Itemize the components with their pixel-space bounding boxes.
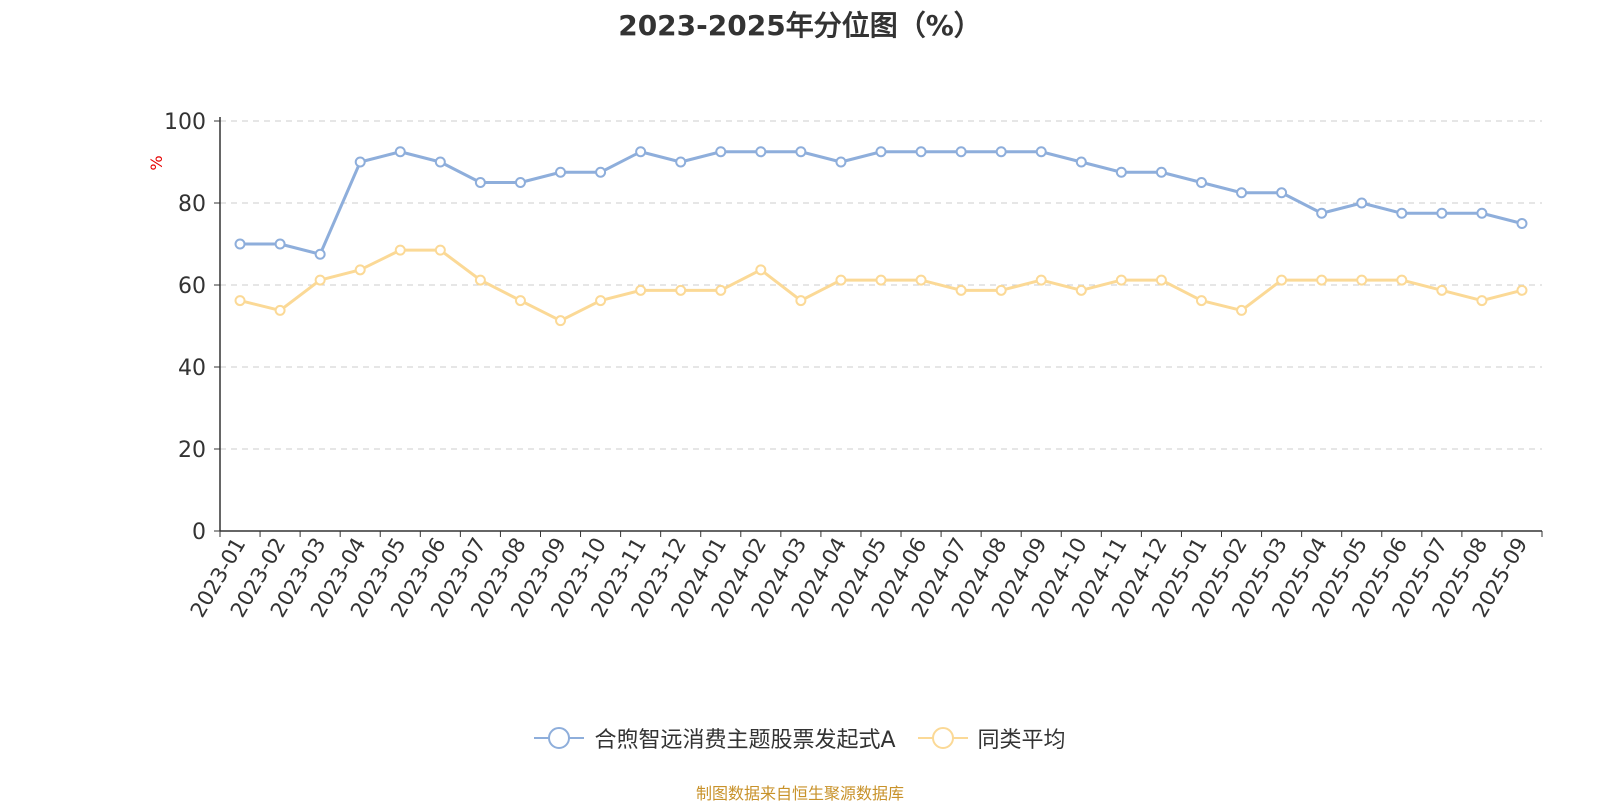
chart-title: 2023-2025年分位图（%） bbox=[618, 9, 982, 42]
data-point-series-1 bbox=[1236, 187, 1248, 199]
data-source-note: 制图数据来自恒生聚源数据库 bbox=[695, 784, 904, 803]
data-point-series-1 bbox=[835, 156, 847, 168]
data-point-series-2 bbox=[1276, 274, 1288, 286]
data-point-series-2 bbox=[474, 274, 486, 286]
data-point-series-2 bbox=[635, 284, 647, 296]
data-point-series-2 bbox=[274, 304, 286, 316]
y-tick-label: 80 bbox=[178, 192, 206, 217]
data-point-series-2 bbox=[1155, 274, 1167, 286]
data-point-series-1 bbox=[755, 146, 767, 158]
data-point-series-2 bbox=[514, 295, 526, 307]
data-point-series-1 bbox=[915, 146, 927, 158]
y-tick-label: 100 bbox=[164, 110, 206, 135]
data-point-series-1 bbox=[1476, 207, 1488, 219]
data-point-series-2 bbox=[1436, 284, 1448, 296]
data-point-series-2 bbox=[314, 274, 326, 286]
data-point-series-1 bbox=[1115, 166, 1127, 178]
percentile-line-chart: 020406080100%2023-012023-022023-032023-0… bbox=[147, 110, 1543, 621]
y-tick-label: 60 bbox=[178, 274, 206, 299]
legend-item-series-b[interactable]: 同类平均 bbox=[917, 722, 1066, 754]
data-point-series-1 bbox=[234, 238, 246, 250]
data-point-series-2 bbox=[1115, 274, 1127, 286]
data-point-series-1 bbox=[1316, 207, 1328, 219]
data-point-series-2 bbox=[1236, 304, 1248, 316]
data-point-series-1 bbox=[1516, 218, 1528, 229]
data-point-series-2 bbox=[434, 244, 446, 256]
data-point-series-2 bbox=[1195, 295, 1207, 307]
data-point-series-2 bbox=[1316, 274, 1328, 286]
data-point-series-1 bbox=[1396, 207, 1408, 219]
data-point-series-1 bbox=[314, 248, 326, 260]
data-point-series-1 bbox=[715, 146, 727, 158]
data-point-series-2 bbox=[1356, 274, 1368, 286]
data-point-series-2 bbox=[1035, 274, 1047, 286]
data-point-series-1 bbox=[1195, 177, 1207, 188]
data-point-series-2 bbox=[595, 295, 607, 307]
legend-marker-series-b bbox=[917, 727, 968, 749]
data-point-series-1 bbox=[1155, 166, 1167, 178]
data-point-series-1 bbox=[595, 166, 607, 178]
data-point-series-1 bbox=[1075, 156, 1087, 168]
data-point-series-2 bbox=[1516, 284, 1528, 296]
data-point-series-2 bbox=[915, 274, 927, 286]
data-point-series-2 bbox=[995, 284, 1007, 296]
data-point-series-2 bbox=[955, 284, 967, 296]
y-tick-label: 20 bbox=[178, 438, 206, 463]
data-point-series-1 bbox=[635, 146, 647, 158]
data-point-series-2 bbox=[755, 264, 767, 276]
data-point-series-1 bbox=[434, 156, 446, 168]
data-point-series-2 bbox=[675, 284, 687, 296]
data-point-series-1 bbox=[875, 146, 887, 158]
data-point-series-1 bbox=[955, 146, 967, 158]
data-point-series-1 bbox=[795, 146, 807, 158]
data-point-series-2 bbox=[555, 315, 567, 327]
data-point-series-1 bbox=[514, 177, 526, 188]
legend-label-series-a: 合煦智远消费主题股票发起式A bbox=[594, 728, 896, 753]
data-point-series-2 bbox=[835, 274, 847, 286]
data-point-series-1 bbox=[1276, 187, 1288, 199]
data-point-series-2 bbox=[1075, 284, 1087, 296]
data-point-series-1 bbox=[394, 146, 406, 158]
y-axis-label: % bbox=[147, 155, 166, 170]
y-tick-label: 0 bbox=[192, 520, 206, 545]
data-point-series-2 bbox=[234, 295, 246, 307]
y-tick-label: 40 bbox=[178, 356, 206, 381]
legend-label-series-b: 同类平均 bbox=[977, 728, 1066, 753]
data-point-series-2 bbox=[1396, 274, 1408, 286]
data-point-series-2 bbox=[875, 274, 887, 286]
data-point-series-1 bbox=[354, 156, 366, 168]
data-point-series-2 bbox=[394, 244, 406, 256]
data-point-series-2 bbox=[795, 295, 807, 307]
data-point-series-2 bbox=[354, 264, 366, 276]
data-point-series-2 bbox=[1476, 295, 1488, 307]
legend-marker-series-a bbox=[534, 727, 585, 749]
data-point-series-1 bbox=[555, 166, 567, 178]
data-point-series-2 bbox=[715, 284, 727, 296]
data-point-series-1 bbox=[274, 238, 286, 250]
data-point-series-1 bbox=[1035, 146, 1047, 158]
data-point-series-1 bbox=[474, 177, 486, 188]
data-point-series-1 bbox=[675, 156, 687, 168]
data-point-series-1 bbox=[1356, 197, 1368, 209]
legend-item-series-a[interactable]: 合煦智远消费主题股票发起式A bbox=[534, 722, 896, 754]
data-point-series-1 bbox=[1436, 207, 1448, 219]
data-point-series-1 bbox=[995, 146, 1007, 158]
chart-legend: 合煦智远消费主题股票发起式A 同类平均 bbox=[0, 722, 1600, 754]
